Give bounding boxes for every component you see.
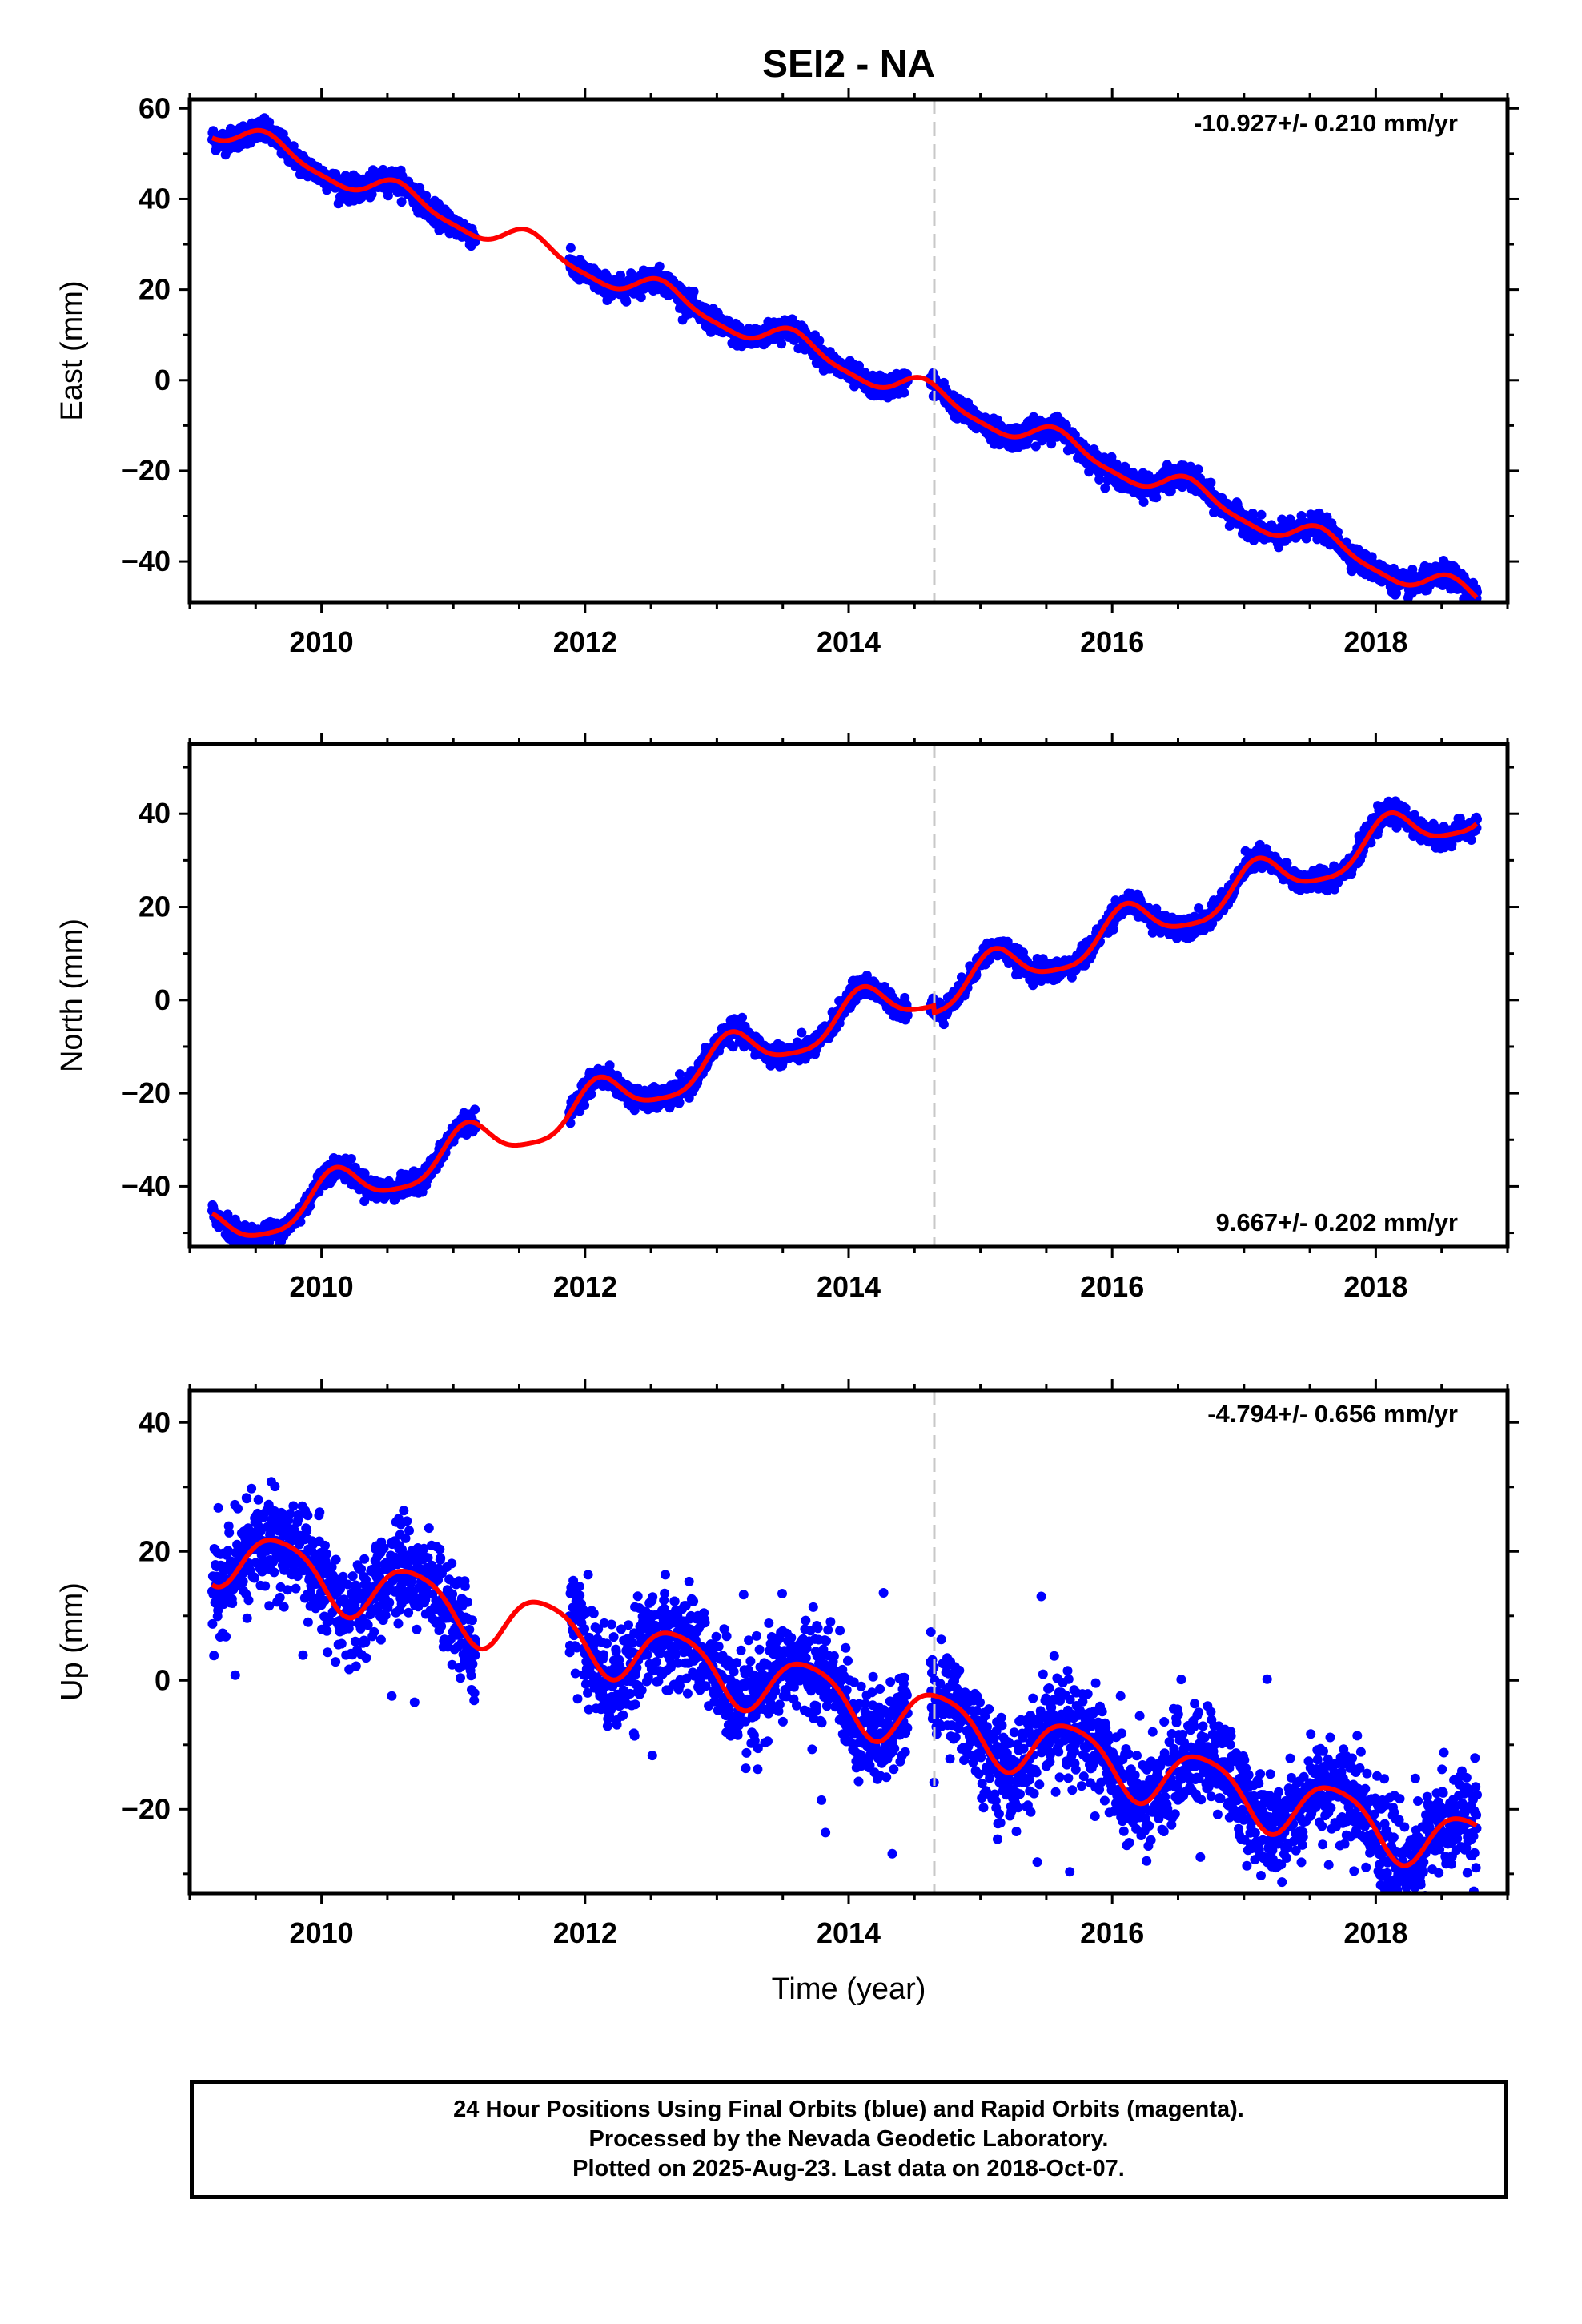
y-tick-label: 0 — [155, 364, 171, 396]
data-point — [565, 243, 576, 253]
data-point — [223, 1209, 233, 1220]
data-point — [383, 191, 393, 201]
data-point — [1046, 439, 1057, 449]
data-point — [737, 1012, 747, 1023]
data-point — [288, 141, 299, 151]
data-point — [674, 1097, 685, 1108]
data-point — [689, 287, 699, 296]
data-point — [1206, 477, 1216, 488]
data-point — [814, 336, 825, 346]
y-tick-label: 20 — [139, 273, 171, 306]
data-point — [938, 1019, 949, 1030]
data-point — [1030, 441, 1041, 452]
data-point — [728, 1042, 738, 1052]
x-tick-label: 2010 — [290, 625, 354, 658]
chart-title: SEI2 - NA — [762, 43, 935, 86]
panels: 2010 2012 2014 2016 2018 −40 −20 0 20 40 60 East (m… — [55, 88, 1519, 2006]
data-point — [654, 261, 665, 271]
data-point — [264, 117, 275, 127]
data-point — [1256, 509, 1267, 520]
data-point — [565, 1118, 576, 1128]
data-point — [586, 1089, 596, 1100]
x-tick-label: 2012 — [553, 625, 617, 658]
data-point — [396, 197, 407, 207]
data-point — [295, 1216, 306, 1227]
data-point — [1100, 483, 1110, 493]
data-point — [368, 165, 378, 175]
data-point — [1391, 588, 1401, 598]
data-point — [1151, 493, 1162, 503]
model-fit-line — [211, 127, 1479, 600]
data-point — [580, 1100, 590, 1110]
y-tick-label: −20 — [122, 454, 171, 487]
x-tick-label: 2018 — [1343, 625, 1407, 658]
data-point — [621, 296, 632, 307]
data-point — [367, 189, 377, 199]
panel-east: 2010 2012 2014 2016 2018 −40 −20 0 20 40 60 East (m… — [55, 88, 1519, 658]
data-point — [346, 1154, 356, 1164]
data-point — [604, 1060, 615, 1071]
east-rate-label: -10.927+/- 0.210 mm/yr — [1194, 109, 1458, 137]
data-point — [1138, 497, 1149, 507]
y-tick-label: −40 — [122, 545, 171, 577]
data-point — [470, 1104, 480, 1115]
x-tick-label: 2016 — [1080, 625, 1144, 658]
data-point — [636, 292, 646, 303]
y-tick-label: 40 — [139, 182, 171, 215]
data-point — [777, 339, 787, 349]
data-point — [675, 1069, 685, 1080]
east-y-axis-title: East (mm) — [55, 280, 89, 420]
data-point — [1296, 511, 1307, 521]
data-point — [1193, 464, 1203, 475]
data-point — [626, 268, 636, 279]
data-point — [797, 1027, 807, 1038]
x-tick-label: 2014 — [817, 625, 881, 658]
y-tick-label: 60 — [139, 91, 171, 124]
data-point — [899, 388, 909, 398]
